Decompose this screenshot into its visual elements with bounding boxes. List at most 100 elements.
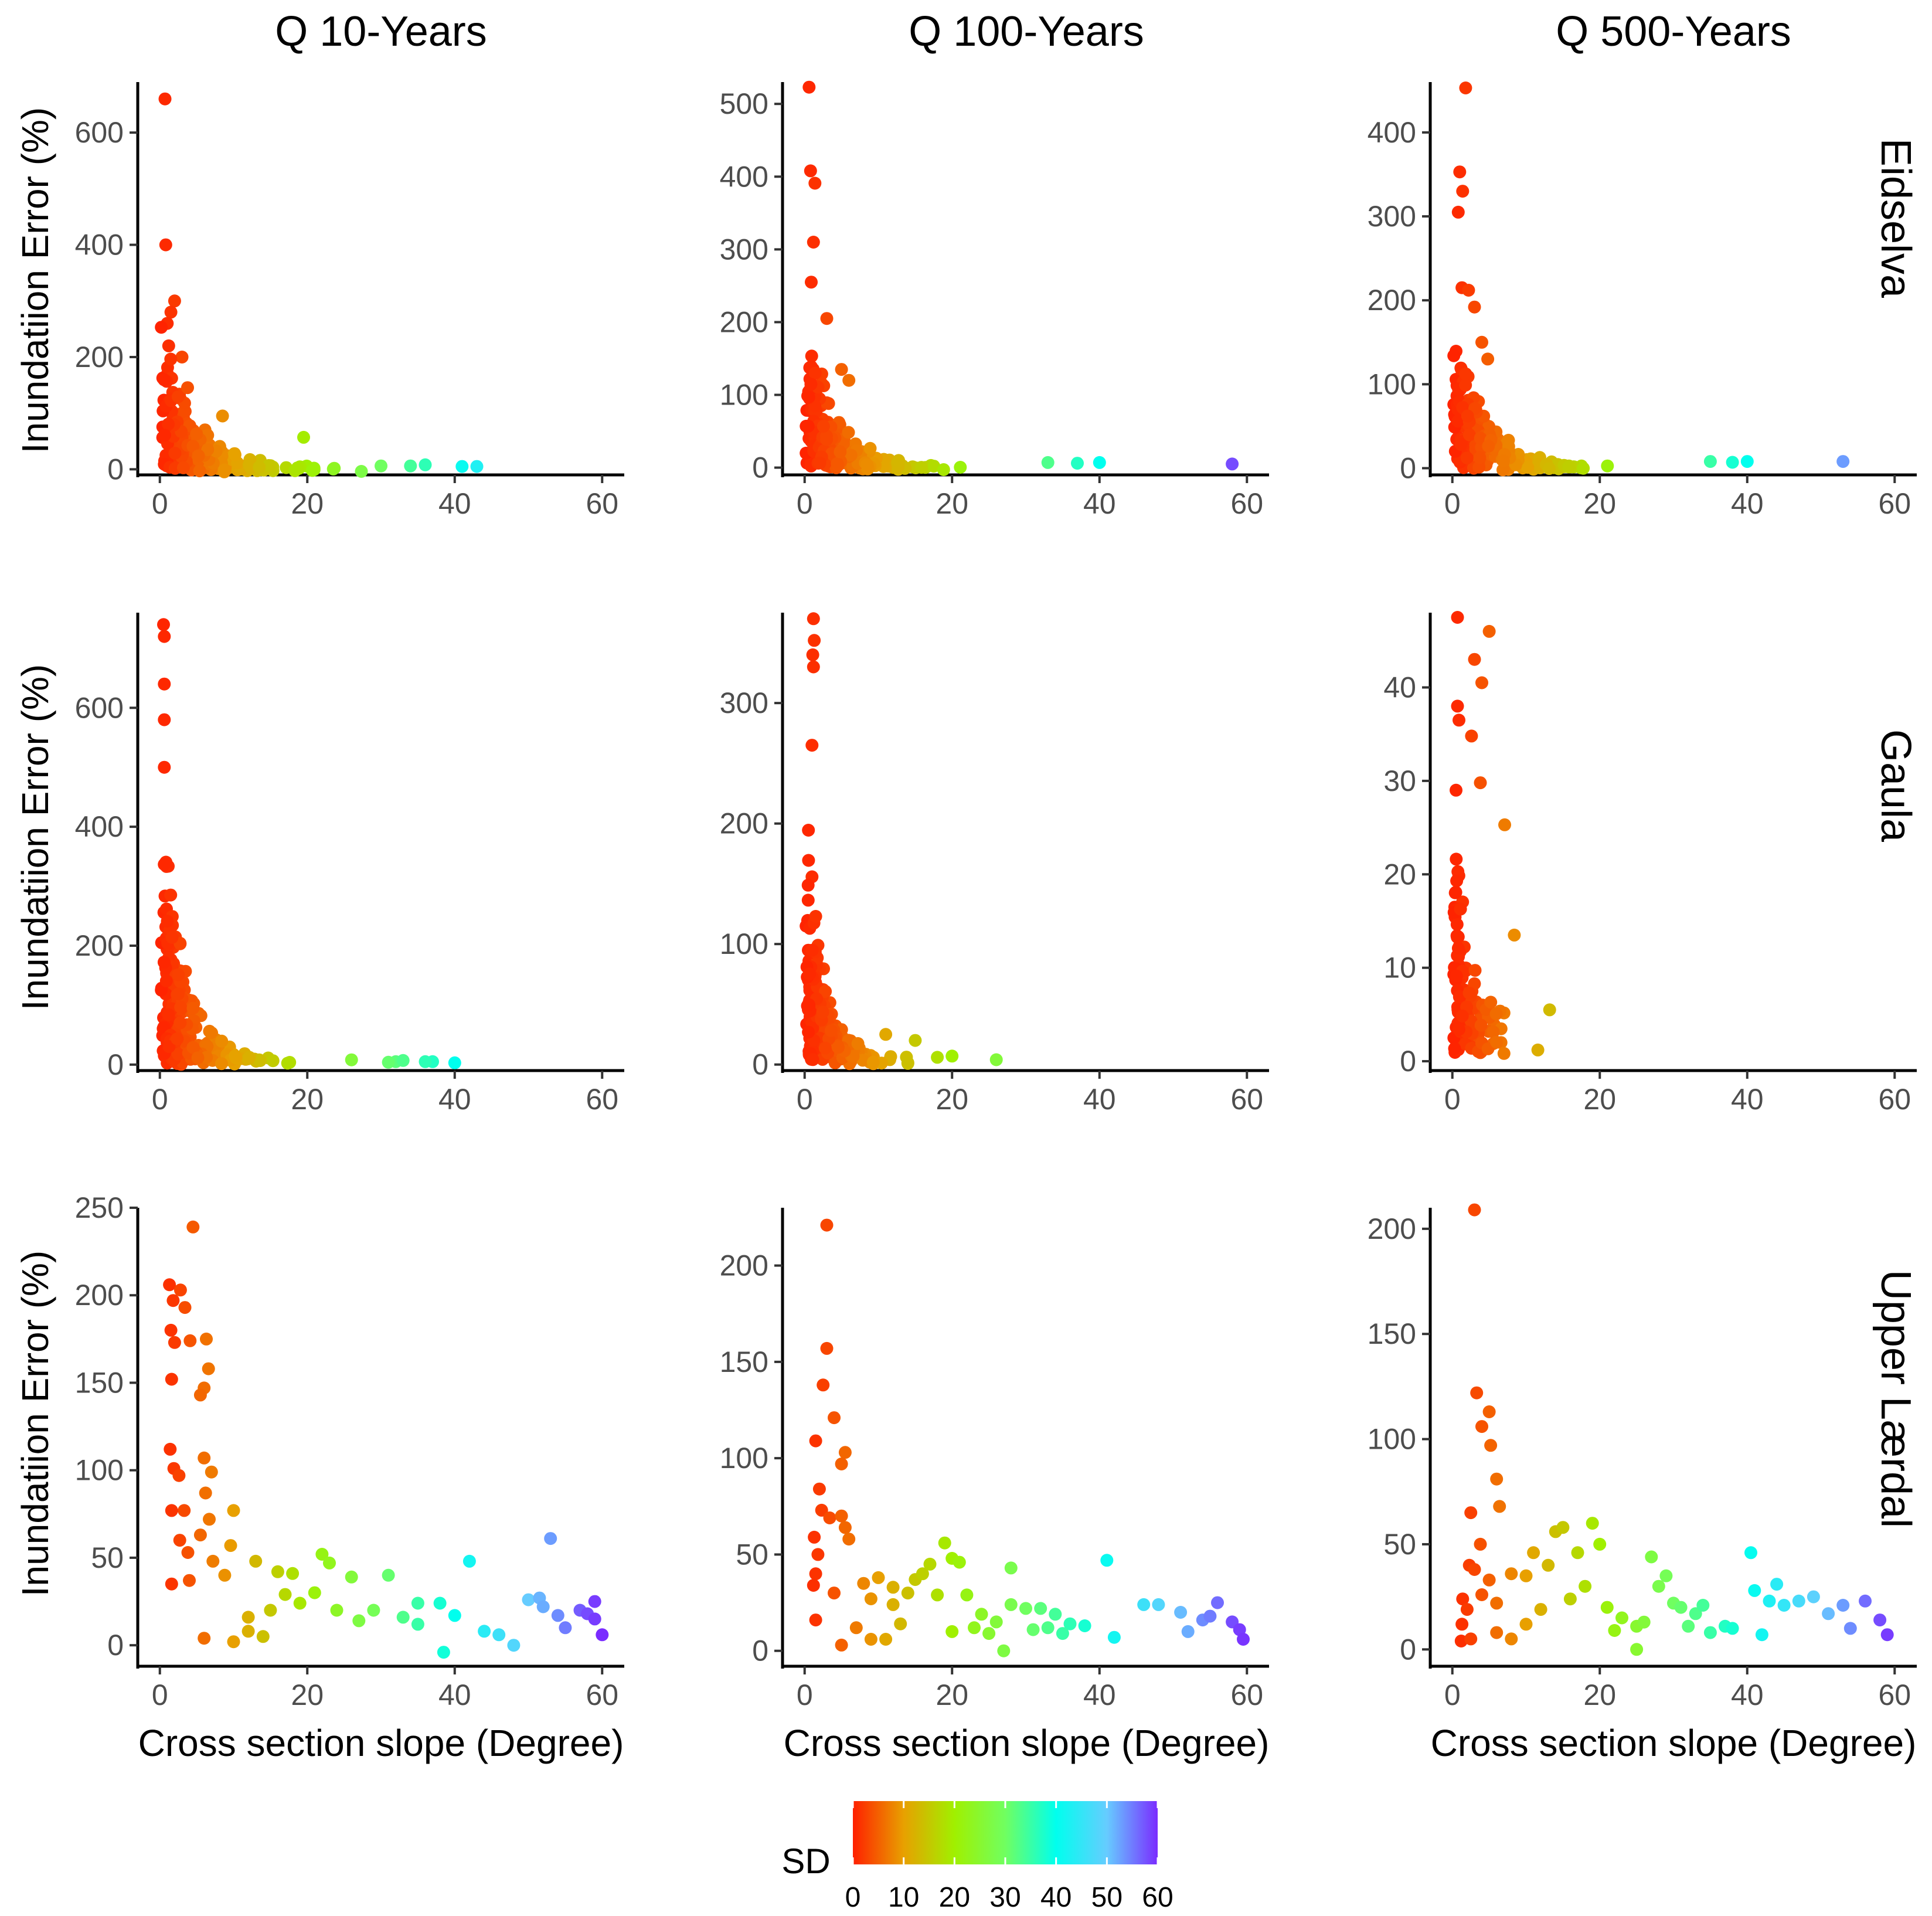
- data-point: [162, 339, 175, 352]
- data-point: [808, 366, 822, 380]
- data-point: [1107, 1630, 1121, 1644]
- data-point: [1456, 1592, 1470, 1606]
- data-point: [1472, 460, 1486, 474]
- data-point: [1451, 930, 1465, 943]
- y-tick-label: 20: [1383, 858, 1416, 891]
- data-point: [1078, 1619, 1091, 1632]
- data-point: [536, 1600, 550, 1613]
- data-point: [551, 1609, 564, 1622]
- data-point: [1174, 1606, 1188, 1619]
- data-point: [165, 1504, 178, 1517]
- data-point: [801, 419, 815, 433]
- data-point: [1474, 776, 1487, 790]
- data-point: [286, 1567, 300, 1580]
- data-point: [808, 1530, 821, 1544]
- data-point: [802, 1025, 815, 1039]
- x-tick-label: 60: [1878, 1083, 1911, 1116]
- data-point: [1481, 352, 1495, 366]
- data-point: [1448, 886, 1462, 899]
- data-point: [842, 426, 855, 439]
- data-point: [1071, 457, 1084, 470]
- data-point: [819, 429, 833, 443]
- data-point: [802, 390, 815, 404]
- data-point: [807, 236, 820, 249]
- y-tick-label: 40: [1383, 671, 1416, 704]
- data-point: [802, 80, 816, 94]
- data-point: [820, 1341, 834, 1355]
- data-point: [404, 459, 417, 473]
- data-point: [857, 1577, 870, 1590]
- data-point: [448, 1609, 461, 1622]
- data-point: [352, 1614, 366, 1628]
- data-point: [884, 1050, 897, 1064]
- x-tick-label: 0: [797, 487, 813, 520]
- y-tick-label: 400: [720, 160, 768, 193]
- data-point: [1497, 1047, 1511, 1060]
- data-point: [1542, 1558, 1555, 1572]
- x-tick-label: 60: [1878, 1679, 1911, 1711]
- data-point: [355, 465, 368, 478]
- data-point: [186, 440, 200, 453]
- data-point: [186, 1001, 200, 1015]
- data-point: [1226, 457, 1239, 471]
- data-point: [1577, 461, 1590, 475]
- x-tick-label: 20: [936, 1679, 968, 1711]
- data-point: [812, 1482, 826, 1496]
- y-tick-label: 300: [1368, 200, 1416, 233]
- data-point: [807, 660, 820, 674]
- data-point: [807, 1579, 820, 1592]
- data-point: [176, 461, 190, 474]
- data-point: [419, 1055, 432, 1068]
- data-point: [1542, 462, 1556, 475]
- data-point: [174, 1000, 188, 1014]
- legend-title: SD: [781, 1842, 830, 1881]
- panel-3-2: 0 20 40 60 0 50 100 150 200: [720, 1208, 1269, 1711]
- data-point: [808, 634, 821, 647]
- data-point: [1460, 1603, 1474, 1616]
- data-point: [960, 1588, 974, 1602]
- data-point: [243, 458, 256, 471]
- legend-tick-label: 0: [845, 1882, 861, 1913]
- data-point: [1579, 1579, 1592, 1593]
- data-point: [886, 1598, 900, 1611]
- x-axis-title-col-1: Cross section slope (Degree): [138, 1722, 624, 1764]
- x-tick-label: 40: [1731, 1083, 1764, 1116]
- data-point: [1659, 1569, 1673, 1582]
- data-point: [1562, 460, 1576, 474]
- data-point: [1475, 1588, 1488, 1601]
- data-point: [1534, 1603, 1547, 1616]
- data-point: [168, 294, 181, 308]
- data-point: [997, 1644, 1011, 1657]
- data-point: [162, 417, 175, 431]
- data-point: [492, 1628, 506, 1642]
- data-point: [824, 1024, 838, 1037]
- y-tick-label: 50: [1383, 1528, 1416, 1561]
- data-point: [1451, 205, 1465, 219]
- data-point: [879, 1633, 893, 1646]
- data-point: [818, 1041, 832, 1055]
- data-point: [1674, 1601, 1688, 1614]
- y-tick-label: 400: [75, 229, 124, 261]
- y-tick-label: 0: [1400, 452, 1416, 485]
- x-tick-label: 40: [438, 487, 471, 520]
- data-point: [175, 351, 189, 364]
- data-point: [835, 1458, 848, 1470]
- data-point: [831, 457, 844, 470]
- data-point: [253, 1054, 267, 1067]
- data-point: [1508, 928, 1521, 942]
- data-point: [1490, 1035, 1504, 1049]
- data-point: [1703, 455, 1717, 468]
- data-point: [205, 1465, 218, 1479]
- data-point: [242, 1625, 255, 1638]
- data-point: [1505, 1632, 1518, 1646]
- data-point: [178, 1504, 191, 1517]
- data-point: [1482, 1405, 1496, 1418]
- data-point: [835, 1509, 848, 1523]
- data-point: [835, 363, 848, 376]
- data-point: [1004, 1561, 1018, 1575]
- panel-2-3: 0 20 40 60 0 10 20 30 40: [1383, 611, 1917, 1116]
- data-point: [838, 1521, 852, 1534]
- data-point: [193, 1388, 207, 1402]
